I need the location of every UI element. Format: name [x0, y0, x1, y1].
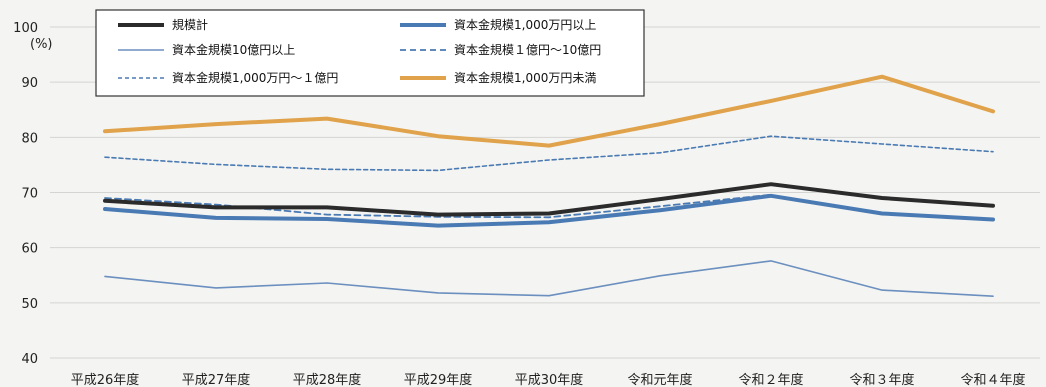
series-line-3: [104, 260, 994, 297]
x-tick-label: 令和４年度: [960, 372, 1025, 387]
y-tick-label: 90: [21, 76, 38, 91]
legend-label: 資本金規模１億円〜10億円: [454, 42, 601, 57]
x-tick-label: 平成26年度: [71, 372, 140, 387]
series-line-6: [103, 74, 995, 148]
y-tick-label: 60: [21, 242, 38, 257]
y-tick-label: 80: [21, 131, 38, 146]
x-tick-label: 平成27年度: [182, 372, 251, 387]
x-tick-label: 平成29年度: [404, 372, 473, 387]
legend-label: 規模計: [172, 17, 208, 32]
series-lines: [103, 74, 995, 297]
legend-box: [95, 9, 645, 97]
legend-label: 資本金規模1,000万円未満: [454, 70, 596, 85]
x-tick-label: 令和２年度: [738, 372, 803, 387]
series-line-5: [104, 135, 994, 172]
y-axis: 40 50 60 70 80 90 100(%): [13, 21, 52, 367]
x-tick-label: 平成30年度: [515, 372, 584, 387]
x-tick-label: 令和元年度: [627, 372, 692, 387]
legend-label: 資本金規模10億円以上: [172, 42, 295, 57]
y-unit-label: (%): [30, 37, 53, 52]
series-line-1: [103, 182, 995, 217]
y-tick-label: 50: [21, 297, 38, 312]
y-tick-label: 70: [21, 187, 38, 202]
x-tick-label: 令和３年度: [849, 372, 914, 387]
x-axis: 平成26年度 平成27年度 平成28年度 平成29年度 平成30年度 令和元年度 令和２年度…: [71, 372, 1026, 387]
y-tick-label: 100: [13, 21, 38, 36]
legend-label: 資本金規模1,000万円以上: [454, 17, 596, 32]
series-line-2: [103, 193, 995, 228]
x-tick-label: 平成28年度: [293, 372, 362, 387]
y-tick-label: 40: [21, 352, 38, 367]
series-line-4: [104, 193, 772, 219]
legend-label: 資本金規模1,000万円〜１億円: [172, 70, 338, 85]
